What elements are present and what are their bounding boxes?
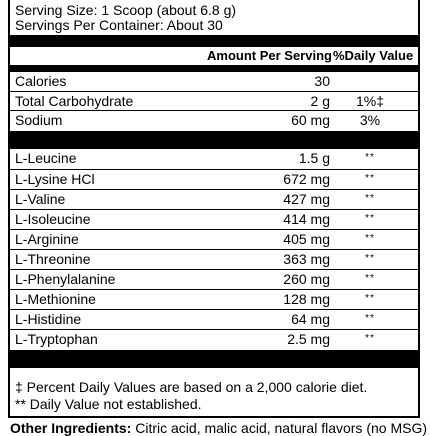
- amino-acid-row: L-Methionine 128 mg **: [10, 289, 418, 308]
- amino-acid-row: L-Tryptophan 2.5 mg **: [10, 329, 418, 348]
- amino-acid-dv: **: [365, 233, 375, 244]
- amino-acid-row: L-Phenylalanine 260 mg **: [10, 269, 418, 288]
- nutrient-name: Total Carbohydrate: [15, 93, 134, 109]
- amino-acid-name: L-Methionine: [15, 291, 96, 307]
- amino-acid-name: L-Arginine: [15, 231, 79, 247]
- nutrient-dv: 1%‡: [355, 93, 385, 109]
- amino-acid-dv: **: [365, 152, 375, 163]
- thick-divider-bottom: [10, 350, 418, 368]
- amino-acid-amount: 260 mg: [283, 271, 330, 287]
- amino-acid-row: L-Histidine 64 mg **: [10, 309, 418, 328]
- nutrient-dv: 3%: [359, 112, 381, 128]
- thick-divider-top: [10, 35, 418, 47]
- amino-acid-dv: **: [365, 313, 375, 324]
- amino-acid-name: L-Phenylalanine: [15, 271, 116, 287]
- amino-acid-dv: **: [365, 293, 375, 304]
- supplement-facts-panel: Serving Size: 1 Scoop (about 6.8 g) Serv…: [8, 0, 420, 418]
- amino-acid-row: L-Threonine 363 mg **: [10, 249, 418, 268]
- nutrient-row: Calories 30: [10, 72, 418, 91]
- nutrient-name: Calories: [15, 73, 67, 89]
- daily-value-header: %Daily Value: [333, 48, 414, 63]
- nutrient-amount: 60 mg: [291, 112, 330, 128]
- other-ingredients-label: Other Ingredients:: [10, 420, 132, 436]
- other-ingredients-text: Citric acid, malic acid, natural flavors…: [131, 420, 427, 436]
- amino-acid-name: L-Lysine HCl: [15, 171, 95, 187]
- amino-acid-dv: **: [365, 253, 375, 264]
- serving-size: Serving Size: 1 Scoop (about 6.8 g): [15, 2, 237, 18]
- amino-acid-amount: 64 mg: [291, 311, 330, 327]
- nutrient-row: Total Carbohydrate 2 g 1%‡: [10, 91, 418, 110]
- thick-divider-header: [10, 65, 418, 72]
- nutrient-row: Sodium 60 mg 3%: [10, 110, 418, 129]
- other-ingredients: Other Ingredients: Citric acid, malic ac…: [10, 420, 427, 436]
- amino-acid-amount: 363 mg: [283, 251, 330, 267]
- amino-acid-amount: 2.5 mg: [287, 331, 330, 347]
- footnote-not-established: ** Daily Value not established.: [15, 396, 202, 412]
- nutrient-amount: 2 g: [310, 93, 330, 109]
- amino-acid-row: L-Leucine 1.5 g **: [10, 149, 418, 168]
- servings-per-container: Servings Per Container: About 30: [15, 17, 223, 33]
- amino-acid-name: L-Threonine: [15, 251, 91, 267]
- footnote-percent-daily-value: ‡ Percent Daily Values are based on a 2,…: [15, 379, 368, 395]
- amino-acid-name: L-Tryptophan: [15, 331, 98, 347]
- amino-acid-name: L-Valine: [15, 191, 66, 207]
- amino-acid-row: L-Isoleucine 414 mg **: [10, 209, 418, 228]
- amino-acid-amount: 672 mg: [283, 171, 330, 187]
- amino-acid-dv: **: [365, 213, 375, 224]
- amino-acid-row: L-Lysine HCl 672 mg **: [10, 169, 418, 188]
- nutrient-name: Sodium: [15, 112, 63, 128]
- amino-acid-amount: 427 mg: [283, 191, 330, 207]
- amount-per-serving-header: Amount Per Serving: [207, 48, 332, 63]
- amino-acid-row: L-Valine 427 mg **: [10, 189, 418, 208]
- amino-acid-name: L-Histidine: [15, 311, 82, 327]
- amino-acid-dv: **: [365, 273, 375, 284]
- amino-acid-dv: **: [365, 193, 375, 204]
- amino-acid-amount: 414 mg: [283, 211, 330, 227]
- amino-acid-dv: **: [365, 333, 375, 344]
- nutrient-amount: 30: [314, 73, 330, 89]
- amino-acid-dv: **: [365, 173, 375, 184]
- amino-acid-amount: 1.5 g: [298, 150, 330, 166]
- thick-divider-middle: [10, 131, 418, 149]
- amino-acid-row: L-Arginine 405 mg **: [10, 229, 418, 248]
- amino-acid-amount: 128 mg: [283, 291, 330, 307]
- amino-acid-name: L-Leucine: [15, 150, 77, 166]
- amino-acid-name: L-Isoleucine: [15, 211, 91, 227]
- amino-acid-amount: 405 mg: [283, 231, 330, 247]
